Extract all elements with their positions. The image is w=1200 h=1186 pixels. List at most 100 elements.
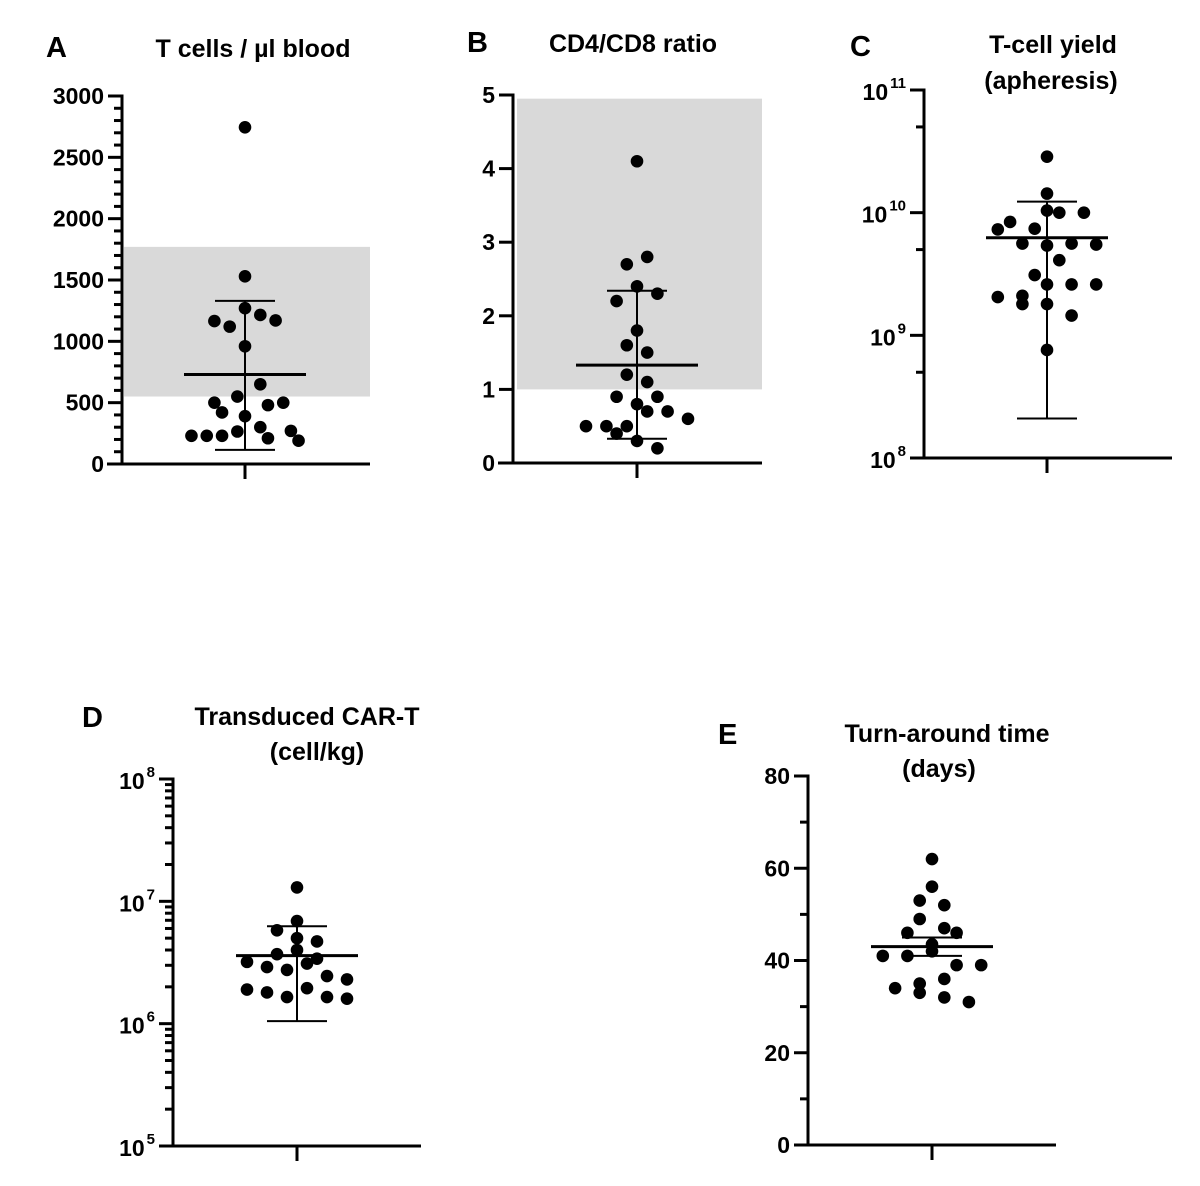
data-point xyxy=(260,960,274,974)
data-point xyxy=(1065,237,1078,250)
data-point xyxy=(1053,253,1066,267)
data-point xyxy=(620,419,634,433)
y-tick-label: 3 xyxy=(482,229,495,255)
data-point xyxy=(310,935,324,948)
data-point xyxy=(292,434,305,447)
data-point xyxy=(1065,278,1078,291)
data-point xyxy=(261,431,275,445)
y-tick-label: 10 8 xyxy=(870,443,906,473)
panel-letter-b: B xyxy=(467,27,488,59)
data-point xyxy=(290,914,304,928)
data-point xyxy=(991,223,1005,236)
y-tick-label-base: 10 xyxy=(863,79,889,105)
data-point xyxy=(253,420,267,434)
data-point xyxy=(610,294,623,308)
y-tick-label-base: 10 xyxy=(119,890,145,916)
data-point xyxy=(913,977,926,990)
data-point xyxy=(630,280,644,293)
data-point xyxy=(280,990,294,1004)
data-point xyxy=(253,308,267,322)
y-tick-label: 4 xyxy=(482,156,495,182)
panel-title-d-line-2: (cell/kg) xyxy=(270,738,364,766)
data-point xyxy=(290,881,304,894)
data-point xyxy=(320,990,334,1004)
y-tick-label: 20 xyxy=(764,1040,790,1066)
data-point xyxy=(620,368,634,381)
data-point xyxy=(208,396,221,409)
data-point xyxy=(1028,268,1041,282)
panel-title-e-line-2: (days) xyxy=(902,755,976,783)
data-point xyxy=(640,346,654,359)
panel-e: E Turn-around time (days) 0 20 40 60 80 xyxy=(718,719,1056,1160)
y-tick-label: 60 xyxy=(764,855,790,881)
y-tick-label-base: 10 xyxy=(119,768,145,794)
data-point xyxy=(215,406,229,419)
data-point xyxy=(620,338,634,352)
data-point xyxy=(962,995,976,1009)
panel-title-c-line-1: T-cell yield xyxy=(989,31,1117,59)
data-point xyxy=(600,419,613,433)
data-point xyxy=(240,955,254,969)
data-point xyxy=(651,287,664,301)
data-point xyxy=(913,894,926,907)
y-tick-label: 10 6 xyxy=(119,1009,155,1039)
y-tick-label: 5 xyxy=(482,82,495,108)
plot-area-e: 0 20 40 60 80 xyxy=(764,763,1056,1160)
data-point xyxy=(320,969,334,983)
y-tick-label: 500 xyxy=(66,390,104,416)
panel-letter-d: D xyxy=(82,702,103,734)
data-point xyxy=(974,958,988,972)
data-point xyxy=(661,405,674,418)
data-point xyxy=(1089,278,1103,291)
data-point xyxy=(238,120,252,134)
y-tick-label: 40 xyxy=(764,948,790,974)
data-point xyxy=(300,981,314,995)
y-tick-label: 10 11 xyxy=(863,75,906,105)
y-tick-label: 2500 xyxy=(53,144,104,170)
y-tick-label: 10 8 xyxy=(119,764,155,794)
y-tick-label: 80 xyxy=(764,763,790,789)
data-point xyxy=(1003,215,1017,229)
panel-title-c-line-2: (apheresis) xyxy=(984,67,1117,95)
y-tick-label: 2000 xyxy=(53,206,104,232)
y-tick-label: 10 10 xyxy=(862,198,906,228)
data-point xyxy=(938,972,951,986)
data-point xyxy=(300,957,314,970)
data-point xyxy=(1016,297,1029,311)
data-point xyxy=(640,375,654,389)
data-point xyxy=(240,983,254,996)
data-point xyxy=(231,390,244,403)
data-point xyxy=(340,992,354,1005)
panel-title-b: CD4/CD8 ratio xyxy=(549,30,717,58)
panel-b: B CD4/CD8 ratio 0 1 2 3 4 5 xyxy=(467,27,762,478)
data-point xyxy=(1065,309,1078,322)
data-point xyxy=(640,405,654,418)
data-point xyxy=(238,270,252,283)
data-point xyxy=(1016,237,1029,250)
data-point xyxy=(876,949,890,963)
data-point xyxy=(651,390,664,404)
y-tick-label-exponent: 11 xyxy=(890,75,906,92)
data-point xyxy=(938,991,951,1004)
data-point xyxy=(269,314,282,327)
data-point xyxy=(681,412,695,426)
y-tick-label-exponent: 5 xyxy=(147,1131,155,1148)
y-tick-label: 1000 xyxy=(53,328,104,354)
data-point xyxy=(1028,222,1041,236)
data-point xyxy=(223,320,236,333)
data-point xyxy=(1053,206,1066,219)
y-tick-label: 0 xyxy=(777,1132,790,1158)
data-point xyxy=(200,429,214,443)
data-point xyxy=(215,429,229,443)
data-point xyxy=(261,398,275,412)
data-point xyxy=(938,898,951,912)
y-tick-label: 10 9 xyxy=(870,320,906,350)
data-point xyxy=(925,880,939,893)
data-point xyxy=(901,926,914,940)
data-point xyxy=(280,963,294,977)
data-point xyxy=(610,390,623,404)
